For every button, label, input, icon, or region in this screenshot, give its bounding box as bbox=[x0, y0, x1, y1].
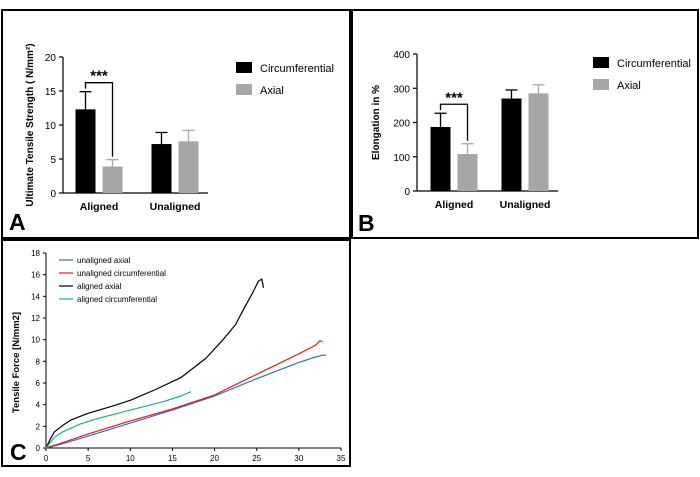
legend-swatch bbox=[593, 79, 609, 90]
panel-letter-b: B bbox=[358, 210, 375, 236]
panel-letter-a: A bbox=[9, 209, 26, 235]
bar-axial-aligned bbox=[102, 166, 123, 193]
chart-c: 02468101214161805101520253035Elongation … bbox=[11, 249, 346, 477]
bar-circumferential-unaligned bbox=[151, 144, 172, 193]
y-tick-label: 14 bbox=[31, 292, 40, 301]
legend-entry: aligned circumferential bbox=[77, 295, 157, 304]
y-tick-label: 5 bbox=[50, 155, 56, 166]
y-tick-label: 0 bbox=[404, 187, 410, 198]
legend-entry: aligned axial bbox=[77, 282, 122, 291]
y-tick-label: 18 bbox=[31, 249, 40, 258]
y-tick-label: 4 bbox=[36, 401, 41, 410]
legend-entry: unaligned axial bbox=[77, 256, 131, 265]
x-tick-label: Unaligned bbox=[500, 199, 551, 211]
legend-entry: Circumferential bbox=[260, 63, 334, 75]
x-tick-label: 20 bbox=[210, 454, 219, 463]
bar-circumferential-unaligned bbox=[501, 98, 522, 191]
x-tick-label: 0 bbox=[44, 454, 49, 463]
y-tick-label: 200 bbox=[393, 119, 410, 130]
y-tick-label: 15 bbox=[45, 87, 57, 98]
x-tick-label: 25 bbox=[252, 454, 261, 463]
y-tick-label: 0 bbox=[36, 444, 41, 453]
y-tick-label: 8 bbox=[36, 357, 41, 366]
significance-bracket bbox=[84, 82, 114, 157]
y-tick-label: 12 bbox=[31, 314, 40, 323]
chart-a: 0 5 10 15 20 Ultimate Tensile Strength ( N/mm… bbox=[25, 43, 334, 213]
series-line-aligned-axial bbox=[45, 278, 265, 449]
y-tick-label: 16 bbox=[31, 271, 40, 280]
x-tick-label: 10 bbox=[126, 454, 135, 463]
y-tick-label: 6 bbox=[36, 379, 41, 388]
y-tick-label: 300 bbox=[393, 84, 410, 95]
x-tick-label: 30 bbox=[294, 454, 303, 463]
y-tick-label: 10 bbox=[45, 121, 57, 132]
panel-a: 0 5 10 15 20 Ultimate Tensile Strength ( N/mm… bbox=[1, 9, 351, 239]
y-tick-label: 10 bbox=[31, 336, 40, 345]
legend-entry: unaligned circumferential bbox=[77, 269, 166, 278]
legend-entry: Axial bbox=[617, 80, 641, 92]
legend-swatch bbox=[593, 57, 609, 68]
x-tick-label: Aligned bbox=[435, 199, 474, 211]
bar-circumferential-aligned bbox=[430, 126, 451, 191]
y-tick-label: 100 bbox=[393, 153, 410, 164]
panel-b: 0 100 200 300 400 Elongation in % Aligned Unali… bbox=[351, 9, 699, 239]
series-line-aligned-circumferential bbox=[45, 391, 192, 449]
x-tick-label: 15 bbox=[168, 454, 177, 463]
y-axis-label: Elongation in % bbox=[371, 85, 382, 160]
significance-bracket bbox=[439, 103, 469, 141]
significance-stars: *** bbox=[445, 89, 463, 106]
legend-swatch bbox=[236, 62, 252, 73]
legend-entry: Circumferential bbox=[617, 58, 691, 70]
panel-c: 02468101214161805101520253035Elongation … bbox=[1, 239, 351, 477]
y-axis-label: Tensile Force [N/mm2] bbox=[11, 312, 22, 413]
bar-circumferential-aligned bbox=[75, 109, 96, 193]
bar-axial-aligned bbox=[457, 154, 478, 191]
series-line-unaligned-axial bbox=[45, 354, 327, 449]
chart-b: 0 100 200 300 400 Elongation in % Aligned Unali… bbox=[371, 50, 691, 211]
x-tick-label: 35 bbox=[337, 454, 346, 463]
y-axis-label: Ultimate Tensile Strength ( N/mm²) bbox=[25, 43, 36, 206]
series-line-unaligned-circumferential bbox=[45, 340, 323, 449]
y-tick-label: 400 bbox=[393, 50, 410, 61]
bar-axial-unaligned bbox=[528, 93, 549, 191]
y-tick-label: 0 bbox=[50, 189, 56, 200]
x-tick-label: Unaligned bbox=[150, 201, 201, 213]
legend-entry: Axial bbox=[260, 85, 284, 97]
panel-letter-c: C bbox=[10, 439, 27, 465]
y-tick-label: 2 bbox=[36, 422, 41, 431]
y-tick-label: 20 bbox=[45, 53, 57, 64]
x-tick-label: Aligned bbox=[80, 201, 119, 213]
bar-axial-unaligned bbox=[178, 141, 199, 193]
significance-stars: *** bbox=[90, 68, 108, 85]
legend-swatch bbox=[236, 84, 252, 95]
x-tick-label: 5 bbox=[86, 454, 91, 463]
